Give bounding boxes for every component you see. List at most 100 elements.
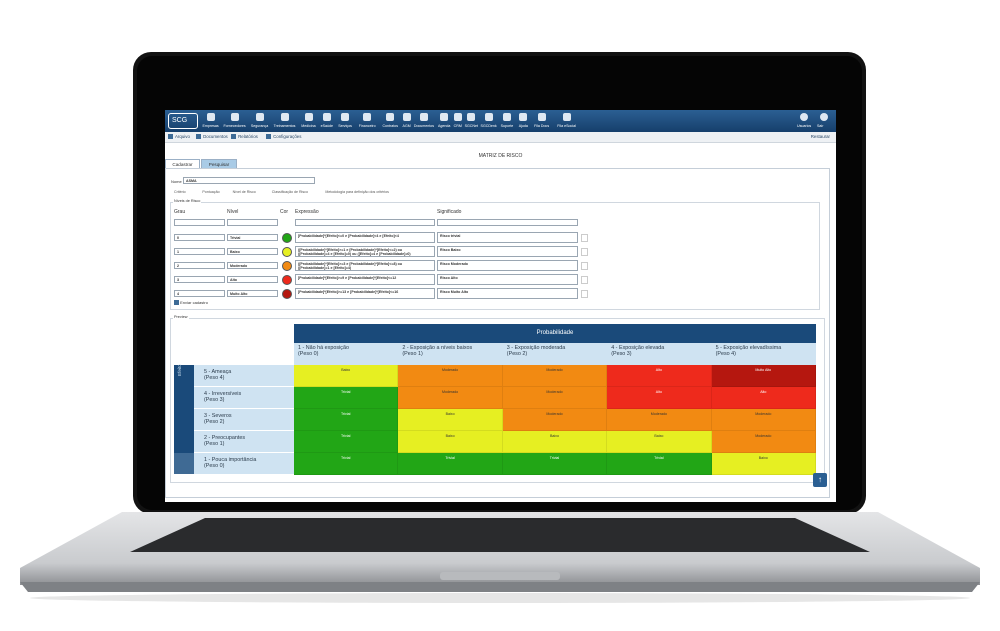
toolbar-item[interactable]: SGCDenk [480,124,497,128]
color-swatch[interactable] [282,261,292,271]
nivel-input[interactable]: Trivial [227,234,278,241]
tab[interactable]: Cadastrar [165,159,200,168]
toolbar-item[interactable]: Sair [817,124,824,128]
toolbar-icon [280,113,289,121]
column-header-line: (Peso 0) [298,351,319,357]
name-input[interactable]: ASMA [183,177,315,184]
menu-item[interactable]: Relatórios [238,134,258,139]
column-header-line: 5 - Exposição elevadíssima [715,345,782,351]
new-expression[interactable] [295,219,435,226]
grau-input[interactable]: 3 [174,276,225,283]
nivel-input[interactable]: Moderado [227,262,278,269]
row-axis: Efeito [177,364,182,376]
toolbar-item[interactable]: Fornecedores [223,124,246,128]
expression-input[interactable]: [Probabilidade]*[Efeito]>=9 e [Probabili… [295,274,435,285]
toolbar-item[interactable]: AGM [402,124,411,128]
scroll-top-button[interactable]: ↑ [813,473,827,487]
toolbar-item[interactable]: SGCNet [464,124,478,128]
remove-button[interactable] [581,248,588,256]
row-header: 2 - Preocupantes (Peso 1) [194,431,294,453]
expression-input[interactable]: [Probabilidade]*[Efeito]>=13 e [Probabil… [295,288,435,299]
submit-button[interactable]: Enviar cadastro [174,300,208,306]
menu-icon [231,134,237,139]
toolbar-item[interactable]: Ajuda [518,124,528,128]
column-header-line: 4 - Exposição elevada [611,345,665,351]
grau-input[interactable]: 0 [174,234,225,241]
toolbar-item[interactable]: Medicina [301,124,316,128]
levels-fieldset [170,202,820,310]
expression-input[interactable]: ([Probabilidade]*[Efeito]>=3 e [Probabil… [295,260,435,271]
color-swatch[interactable] [282,275,292,285]
color-swatch[interactable] [282,233,292,243]
significado-input[interactable]: Risco Moderado [437,260,578,271]
matrix-cell: Baixo [398,409,503,431]
menu-item[interactable]: Arquivo [175,134,190,139]
matrix-cell: Trivial [502,453,608,475]
nivel-input[interactable]: Muito Alto [227,290,278,297]
row-header: 4 - Irreversíveis (Peso 3) [194,387,294,409]
toolbar-item[interactable]: Usuarios [797,124,812,128]
expression-input[interactable]: [Probabilidade]*[Efeito]<=0 e [Probabili… [295,232,435,243]
toolbar-item[interactable]: Financeiro [358,124,376,128]
grau-input[interactable]: 4 [174,290,225,297]
column-header: 1 - Não há exposição (Peso 0) [294,343,399,365]
new-nivel[interactable] [227,219,278,226]
toolbar-icon [255,113,264,121]
screen: SCG Empresas Fornecedores Segurança Treinam… [165,110,836,502]
remove-button[interactable] [581,234,588,242]
remove-button[interactable] [581,290,588,298]
tab[interactable]: Pesquisar [201,159,237,168]
toolbar-item[interactable]: Documentos [413,124,435,128]
subtab[interactable]: Classificação de Risco [271,190,308,194]
color-swatch[interactable] [282,289,292,299]
toolbar-item[interactable]: Suporte [500,124,514,128]
color-swatch[interactable] [282,247,292,257]
nivel-input[interactable]: Baixo [227,248,278,255]
toolbar-icon [420,113,428,121]
remove-button[interactable] [581,276,588,284]
toolbar-item[interactable]: Fila Docs [534,124,550,128]
remove-button[interactable] [581,262,588,270]
nivel-input[interactable]: Alto [227,276,278,283]
toolbar-item[interactable]: eSaúde [320,124,333,128]
expression-input[interactable]: ([Probabilidade]*[Efeito]>=1 e [Probabil… [295,246,435,257]
subtab[interactable]: Critério [174,190,186,194]
significado-input[interactable]: Risco Alto [437,274,578,285]
matrix-cell: Baixo [502,431,608,453]
menu-item[interactable]: Documentos [203,134,228,139]
row-header-line: 5 - Ameaça [204,369,232,375]
grau-input[interactable]: 1 [174,248,225,255]
toolbar-icon [800,113,808,121]
toolbar-item[interactable]: Contratos [382,124,399,128]
subtab[interactable]: Nível de Risco [232,190,256,194]
new-significado[interactable] [437,219,578,226]
base-edge [20,582,980,592]
toolbar-icon [230,113,239,121]
column-header: 3 - Exposição moderada (Peso 2) [502,343,608,365]
column-header: 2 - Exposição a níveis baixos (Peso 1) [398,343,503,365]
toolbar-item[interactable]: Treinamentos [273,124,296,128]
subtab[interactable]: Pontuação [202,190,220,194]
save-icon [174,300,179,306]
new-grau[interactable] [174,219,225,226]
column-header: Nível [227,209,239,215]
toolbar-item[interactable]: CRM [453,124,462,128]
significado-input[interactable]: Risco Muito Alto [437,288,578,299]
significado-input[interactable]: Risco Baixo [437,246,578,257]
restore-button[interactable]: Restaurar [810,134,830,139]
menu-item[interactable]: Configurações [273,134,302,139]
subtab[interactable]: Metodologia para definição dos critérios [325,190,389,194]
toolbar-item[interactable]: Agenda [438,124,451,128]
toolbar-icon [402,113,411,121]
grau-input[interactable]: 2 [174,262,225,269]
matrix-cell: Alto [607,387,712,409]
toolbar-item[interactable]: Empresas [202,124,219,128]
logo[interactable]: SCG [168,113,198,129]
column-header-line: (Peso 1) [402,351,423,357]
toolbar-item[interactable]: Fila eSocial [557,124,576,128]
significado-input[interactable]: Risco trivial [437,232,578,243]
matrix-cell: Moderado [711,409,816,431]
toolbar-item[interactable]: Serviços [338,124,352,128]
toolbar-item[interactable]: Segurança [250,124,269,128]
toolbar-icon [440,113,449,121]
